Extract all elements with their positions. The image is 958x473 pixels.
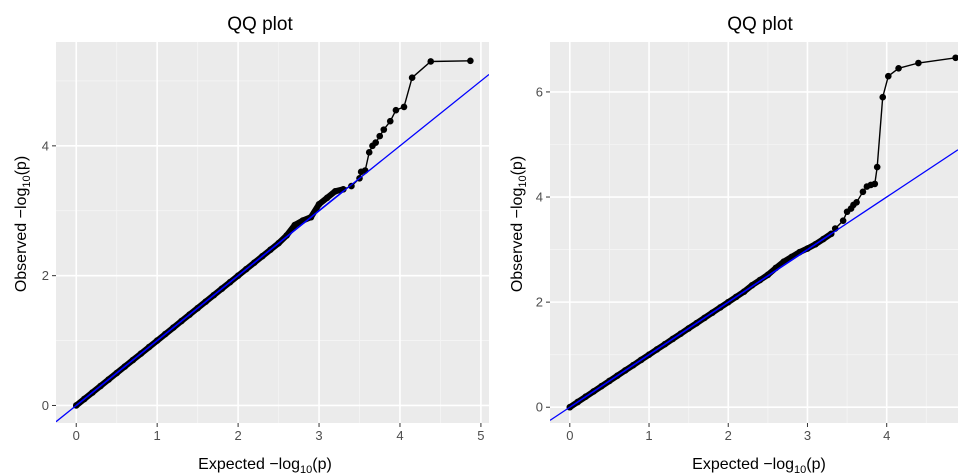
chart-title: QQ plot <box>727 14 793 35</box>
observed-point <box>348 182 355 190</box>
observed-point <box>467 57 474 65</box>
x-tick-label: 3 <box>315 428 322 443</box>
observed-point <box>873 163 881 171</box>
x-tick-label: 0 <box>73 428 80 443</box>
observed-point <box>392 106 400 114</box>
observed-point <box>884 72 892 80</box>
y-tick-label: 6 <box>536 84 543 99</box>
plot-area: 0 1 2 3 4 5 0 2 4 <box>42 42 489 443</box>
observed-point <box>361 167 369 174</box>
observed-point <box>376 132 384 140</box>
observed-point <box>853 198 860 206</box>
qq-panel-right: QQ plot 0 1 2 3 4 0 2 4 6 Expected −log10(p) Obs… <box>509 14 958 473</box>
y-axis-label: Observed −log10(p) <box>13 156 33 292</box>
x-tick-label: 2 <box>234 428 241 443</box>
observed-point <box>915 59 922 67</box>
y-tick-label: 0 <box>42 398 49 413</box>
observed-point <box>859 188 867 196</box>
observed-point <box>372 139 379 146</box>
observed-point <box>408 74 416 81</box>
observed-point <box>340 186 347 193</box>
observed-point <box>323 194 331 202</box>
observed-point <box>386 117 394 125</box>
x-tick-label: 0 <box>566 428 573 443</box>
panel-background <box>550 42 958 423</box>
observed-point <box>952 54 958 62</box>
y-tick-label: 2 <box>536 295 543 310</box>
chart-title: QQ plot <box>227 14 293 35</box>
observed-point <box>380 126 388 133</box>
data-layer <box>56 57 489 423</box>
data-layer <box>550 54 958 421</box>
y-tick-label: 0 <box>536 400 543 415</box>
x-tick-label: 4 <box>396 428 403 443</box>
x-axis-label: Expected −log10(p) <box>692 456 826 473</box>
observed-point <box>291 221 299 229</box>
y-tick-label: 4 <box>536 190 543 205</box>
observed-point <box>839 217 847 224</box>
y-axis-label: Observed −log10(p) <box>509 156 529 292</box>
x-tick-label: 1 <box>645 428 652 443</box>
x-tick-label: 2 <box>725 428 732 443</box>
plot-area: 0 1 2 3 4 0 2 4 6 <box>536 42 958 443</box>
observed-point <box>879 93 887 101</box>
x-tick-label: 4 <box>883 428 890 443</box>
observed-point <box>315 200 323 208</box>
panel-background <box>56 42 489 423</box>
reference-line-overlay <box>569 233 832 408</box>
observed-point <box>895 64 902 72</box>
observed-point <box>365 149 373 156</box>
qq-panel-left: QQ plot 0 1 2 3 4 5 0 2 4 Expected −log10(p) Obs… <box>13 14 489 473</box>
y-tick-label: 2 <box>42 268 49 283</box>
x-tick-label: 3 <box>804 428 811 443</box>
observed-point <box>400 103 408 111</box>
y-tick-label: 4 <box>42 138 49 153</box>
x-axis-label: Expected −log10(p) <box>198 456 332 473</box>
observed-point <box>871 180 879 188</box>
reference-line-overlay <box>75 190 344 407</box>
x-tick-label: 5 <box>477 428 484 443</box>
observed-point <box>427 58 435 65</box>
observed-point <box>331 187 339 195</box>
x-tick-label: 1 <box>154 428 161 443</box>
